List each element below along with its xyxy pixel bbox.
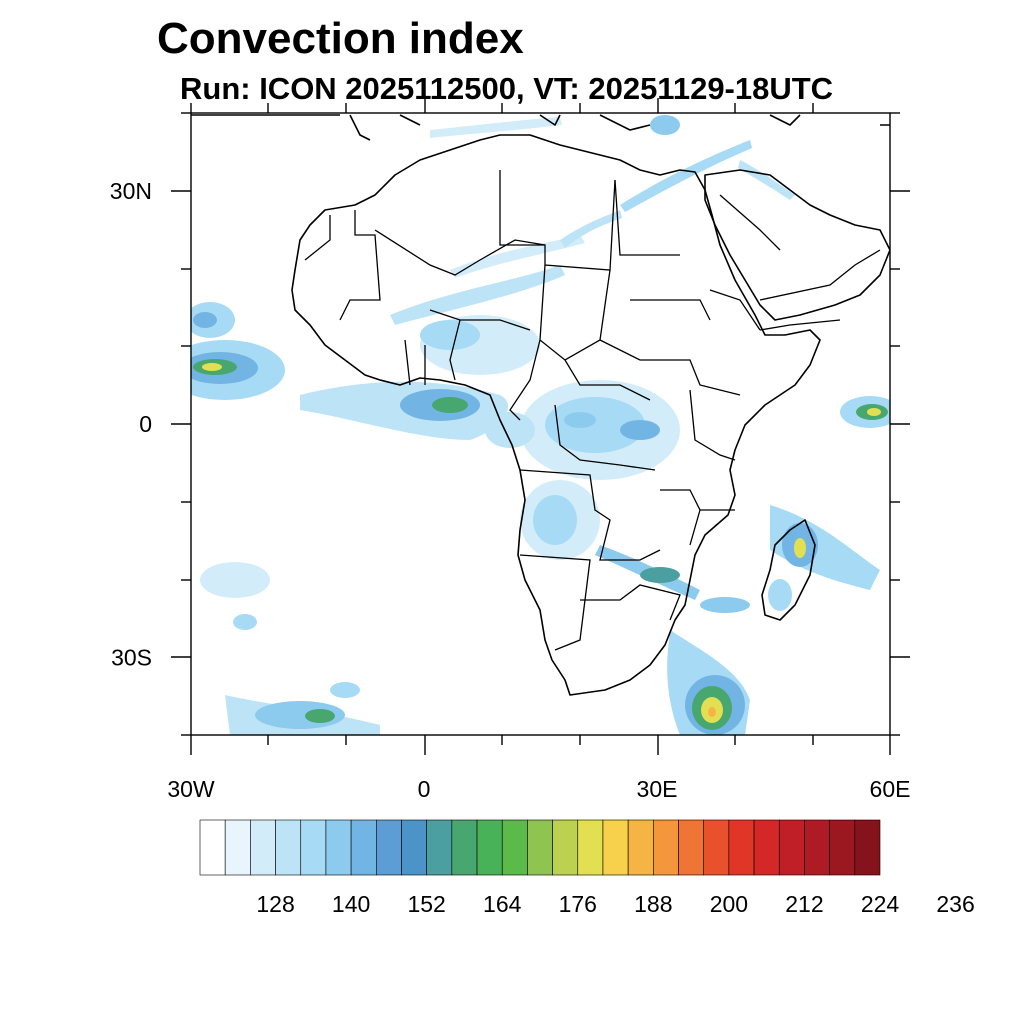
lon-label: 60E: [870, 776, 911, 802]
colorbar-swatch: [375, 819, 402, 876]
colorbar-tick-label: 140: [332, 891, 370, 917]
colorbar-labels: 128 140 152 164 176 188 200 212 224 236: [256, 891, 974, 917]
lat-label: 0: [139, 411, 152, 437]
colorbar-tick-label: 212: [785, 891, 823, 917]
colorbar-tick-label: 200: [710, 891, 748, 917]
latitude-labels: 30N 0 30S: [110, 178, 152, 671]
colorbar-swatch: [778, 819, 805, 876]
colorbar-swatch: [829, 819, 856, 876]
colorbar-swatch: [325, 819, 352, 876]
colorbar-swatch: [224, 819, 251, 876]
field-southeast-africa: [667, 630, 750, 735]
lon-label: 30W: [167, 776, 215, 802]
colorbar-swatch: [728, 819, 755, 876]
colorbar-swatch: [401, 819, 427, 876]
field-west-africa: [390, 210, 622, 375]
colorbar-swatch: [753, 819, 780, 876]
field-atlantic-west: [191, 302, 285, 400]
colorbar-swatch: [552, 819, 579, 876]
colorbar-swatch: [451, 819, 478, 876]
field-south-atlantic: [200, 562, 380, 735]
coastlines: [191, 114, 890, 696]
colorbar-tick-label: 176: [559, 891, 597, 917]
colorbar-swatch: [678, 819, 705, 876]
colorbar-tick-label: 188: [634, 891, 672, 917]
colorbar-swatch: [350, 819, 377, 876]
colorbar-swatch: [627, 819, 654, 876]
colorbar-swatch: [275, 819, 302, 876]
colorbar-swatch: [300, 819, 327, 876]
colorbar-swatch: [653, 819, 679, 876]
lat-label: 30S: [111, 644, 152, 670]
colorbar-swatch: [501, 819, 528, 876]
arabia-coastline: [704, 169, 890, 321]
colorbar-tick-label: 164: [483, 891, 522, 917]
field-north-streaks: [430, 115, 795, 212]
longitude-labels: 30W 0 30E 60E: [167, 776, 910, 802]
lon-label: 0: [418, 776, 431, 802]
convection-field: [191, 115, 890, 735]
lon-label: 30E: [637, 776, 678, 802]
field-madagascar: [700, 505, 880, 613]
field-indian-ocean-east: [840, 396, 890, 428]
field-congo: [485, 380, 680, 480]
colorbar-swatch: [577, 819, 604, 876]
colorbar-swatch: [476, 819, 503, 876]
colorbar-swatch: [199, 819, 226, 876]
colorbar-swatch: [854, 819, 881, 876]
lat-label: 30N: [110, 178, 152, 204]
colorbar-tick-label: 128: [256, 891, 294, 917]
colorbar-swatch: [703, 819, 730, 876]
africa-coastline: [291, 134, 821, 696]
colorbar-tick-label: 224: [861, 891, 900, 917]
plot-title: Convection index: [157, 14, 524, 63]
plot-subtitle: Run: ICON 2025112500, VT: 20251129-18UTC: [180, 71, 834, 106]
madagascar-coastline: [761, 519, 816, 621]
colorbar-tick-label: 236: [936, 891, 974, 917]
colorbar-swatch: [804, 819, 830, 876]
europe-coastline: [191, 114, 890, 141]
colorbar: [199, 819, 881, 876]
country-borders: [304, 170, 881, 651]
colorbar-swatch: [426, 819, 453, 876]
axis-ticks: [171, 98, 910, 755]
colorbar-swatch: [602, 819, 629, 876]
field-angola: [520, 480, 700, 600]
colorbar-swatch: [527, 819, 553, 876]
colorbar-tick-label: 152: [407, 891, 445, 917]
colorbar-swatch: [250, 819, 276, 876]
field-itcz-band: [300, 381, 509, 440]
